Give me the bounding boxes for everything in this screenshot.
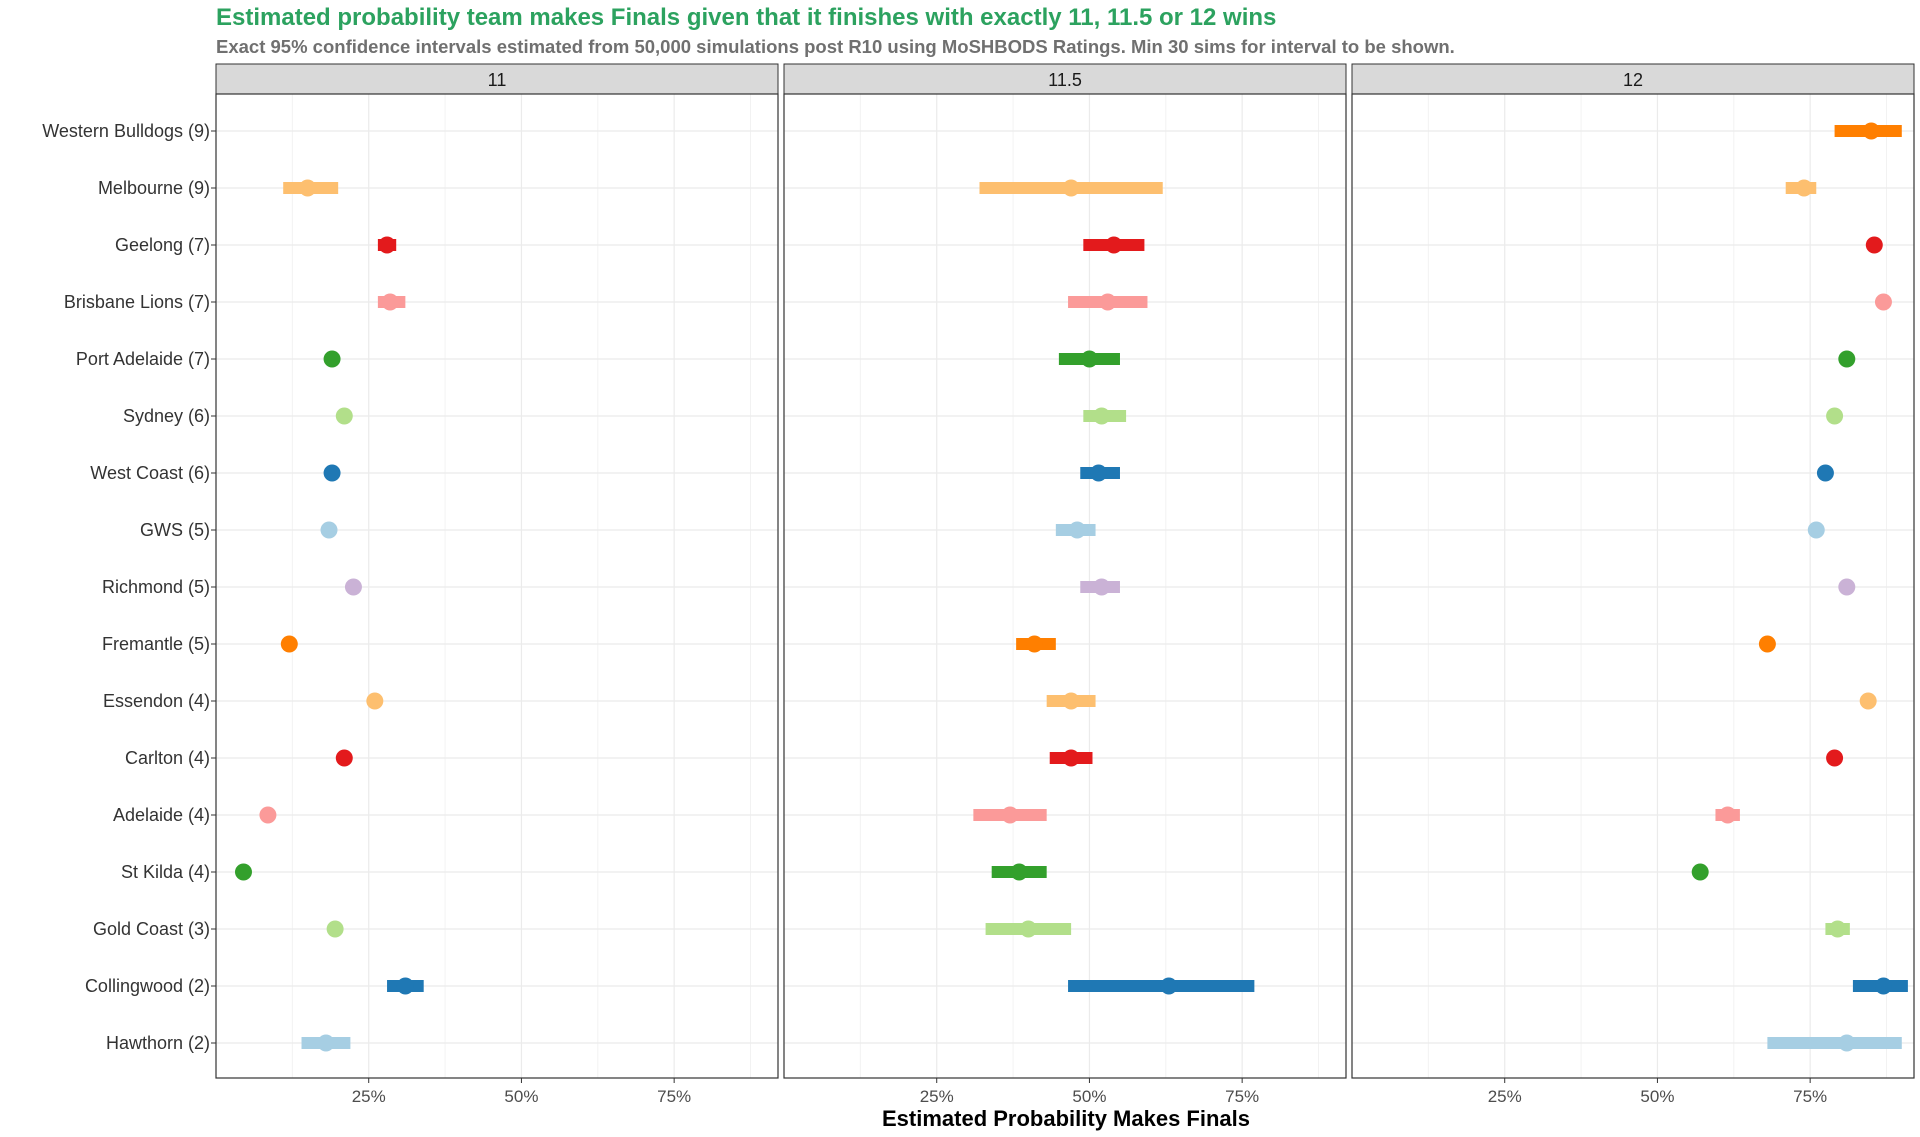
team-label: Port Adelaide (7) [76,349,210,369]
team-label: Hawthorn (2) [106,1033,210,1053]
team-label: Collingwood (2) [85,976,210,996]
probability-point [1691,863,1709,881]
probability-point [1090,464,1108,482]
probability-point [1859,692,1877,710]
probability-point [1068,521,1086,539]
panel-strip [1351,63,1915,95]
probability-point [234,863,252,881]
probability-point [335,407,353,425]
panel-background [216,94,778,1078]
probability-point [1838,578,1856,596]
probability-point [1795,179,1813,197]
probability-point [396,977,414,995]
team-label: Sydney (6) [123,406,210,426]
x-tick-label: 75% [1225,1087,1259,1106]
team-label: Essendon (4) [103,691,210,711]
x-tick-label: 25% [1488,1087,1522,1106]
team-label: Melbourne (9) [98,178,210,198]
panel-strip [215,63,779,95]
x-tick-label: 75% [657,1087,691,1106]
probability-point [1010,863,1028,881]
team-label: Richmond (5) [102,577,210,597]
probability-point [280,635,298,653]
team-label: West Coast (6) [90,463,210,483]
panel-strip-label: 12 [1623,70,1643,90]
panel-11: 11 25% 50% 75% [215,63,779,1106]
probability-point [1865,236,1883,254]
team-label: Brisbane Lions (7) [64,292,210,312]
probability-point [1105,236,1123,254]
probability-point [1874,293,1892,311]
team-label: Western Bulldogs (9) [42,121,210,141]
panel-border [1351,93,1915,1079]
probability-point [259,806,277,824]
x-tick-label: 25% [352,1087,386,1106]
team-label: Fremantle (5) [102,634,210,654]
x-tick-label: 50% [1640,1087,1674,1106]
x-axis-title: Estimated Probability Makes Finals [882,1106,1250,1131]
x-tick-label: 50% [504,1087,538,1106]
probability-point [326,920,344,938]
probability-point [1838,1034,1856,1052]
probability-point [1816,464,1834,482]
probability-point [1062,749,1080,767]
x-tick-label: 50% [1072,1087,1106,1106]
x-tick-label: 25% [920,1087,954,1106]
probability-point [1874,977,1892,995]
probability-point [381,293,399,311]
team-label: Gold Coast (3) [93,919,210,939]
panel-background [1352,94,1914,1078]
probability-point [323,350,341,368]
probability-point [1099,293,1117,311]
probability-point [1719,806,1737,824]
probability-point [1093,407,1111,425]
probability-point [1160,977,1178,995]
probability-point [1001,806,1019,824]
team-label: Adelaide (4) [113,805,210,825]
panel-strip-label: 11.5 [1048,70,1082,90]
probability-point [299,179,317,197]
panel-12: 12 25% 50% 75% [1351,63,1915,1106]
probability-point [344,578,362,596]
probability-point [1826,407,1844,425]
panel-strip-label: 11 [488,70,507,90]
probability-point [1080,350,1098,368]
panel-strip [783,63,1347,95]
probability-point [323,464,341,482]
panel-border [215,93,779,1079]
probability-point [1758,635,1776,653]
probability-point [1862,122,1880,140]
probability-point [335,749,353,767]
team-label: Geelong (7) [115,235,210,255]
chart-title: Estimated probability team makes Finals … [216,4,1277,31]
panel-11-5: 11.5 25% 50% 75% [783,63,1347,1106]
team-label: Carlton (4) [125,748,210,768]
probability-point [1025,635,1043,653]
probability-point [1093,578,1111,596]
probability-point [366,692,384,710]
probability-point [1062,179,1080,197]
probability-point [378,236,396,254]
chart-subtitle: Exact 95% confidence intervals estimated… [216,36,1455,57]
panel-background [784,94,1346,1078]
probability-point [1807,521,1825,539]
panel-border [783,93,1347,1079]
probability-point [317,1034,335,1052]
probability-point [320,521,338,539]
probability-point [1062,692,1080,710]
x-tick-label: 75% [1793,1087,1827,1106]
confidence-interval [1767,1037,1902,1049]
probability-point [1829,920,1847,938]
probability-point [1019,920,1037,938]
probability-point [1826,749,1844,767]
team-label: St Kilda (4) [121,862,210,882]
team-label: GWS (5) [140,520,210,540]
probability-point [1838,350,1856,368]
